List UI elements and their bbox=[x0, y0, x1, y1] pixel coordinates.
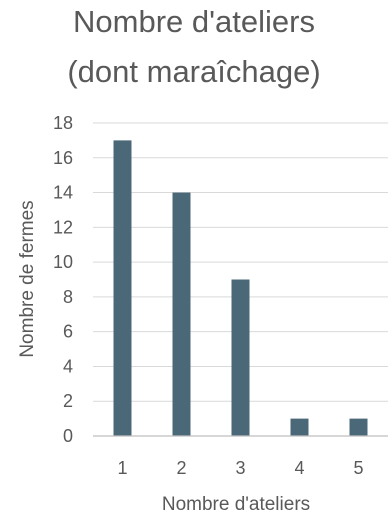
chart-title-line-2: (dont maraîchage) bbox=[67, 54, 320, 89]
x-tick-label: 5 bbox=[353, 458, 363, 478]
gridlines bbox=[93, 122, 388, 402]
y-tick-label: 4 bbox=[63, 356, 73, 376]
y-tick-label: 10 bbox=[53, 252, 73, 272]
y-tick-label: 14 bbox=[53, 183, 73, 203]
x-tick-label: 1 bbox=[117, 458, 127, 478]
chart-title-line-1: Nombre d'ateliers bbox=[73, 4, 315, 39]
x-tick-label: 2 bbox=[176, 458, 186, 478]
bars bbox=[113, 140, 368, 436]
bar-1 bbox=[113, 140, 132, 436]
y-tick-label: 12 bbox=[53, 217, 73, 237]
bar-3 bbox=[231, 279, 250, 436]
x-tick-label: 3 bbox=[235, 458, 245, 478]
y-axis-title: Nombre de fermes bbox=[17, 200, 38, 357]
x-tick-labels: 1 2 3 4 5 bbox=[117, 458, 363, 478]
y-tick-labels: 0 2 4 6 8 10 12 14 16 18 bbox=[53, 113, 73, 446]
y-tick-label: 0 bbox=[63, 426, 73, 446]
x-axis-title: Nombre d'ateliers bbox=[162, 494, 310, 515]
y-tick-label: 18 bbox=[53, 113, 73, 133]
x-tick-label: 4 bbox=[294, 458, 304, 478]
bar-2 bbox=[172, 192, 191, 436]
y-tick-label: 6 bbox=[63, 322, 73, 342]
y-tick-label: 8 bbox=[63, 287, 73, 307]
y-tick-label: 16 bbox=[53, 148, 73, 168]
bar-5 bbox=[349, 418, 368, 436]
bar-4 bbox=[290, 418, 309, 436]
y-tick-label: 2 bbox=[63, 391, 73, 411]
